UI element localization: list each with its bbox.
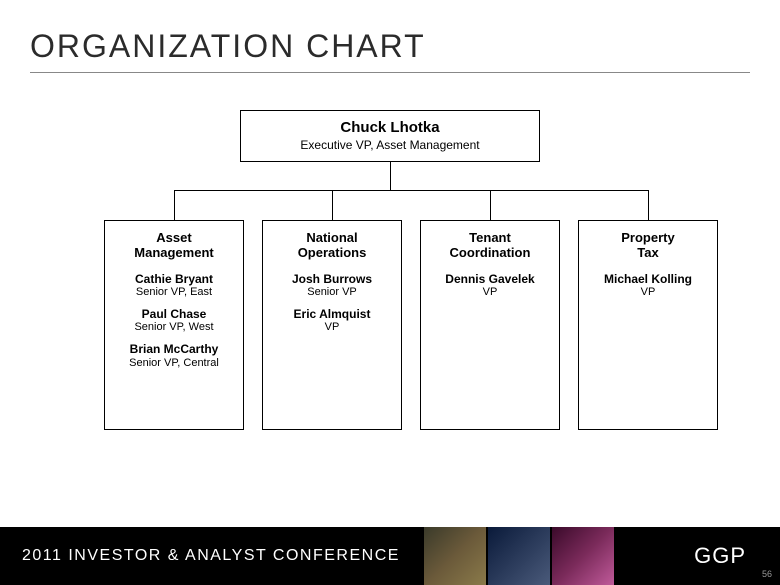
org-dept-box: PropertyTax Michael KollingVP	[578, 220, 718, 430]
org-root-title: Executive VP, Asset Management	[247, 138, 533, 152]
org-person-name: Josh Burrows	[269, 273, 395, 286]
org-person-name: Michael Kolling	[585, 273, 711, 286]
slide: ORGANIZATION CHART Chuck Lhotka Executiv…	[0, 0, 780, 585]
footer-image-strip	[424, 527, 614, 585]
connector	[390, 162, 391, 190]
connector	[648, 190, 649, 220]
org-person-role: VP	[427, 286, 553, 298]
org-dept-label: TenantCoordination	[427, 231, 553, 261]
org-person-name: Brian McCarthy	[111, 343, 237, 356]
org-person-role: VP	[269, 321, 395, 333]
org-person-role: Senior VP, East	[111, 286, 237, 298]
org-person-name: Dennis Gavelek	[427, 273, 553, 286]
org-person-role: Senior VP, Central	[111, 357, 237, 369]
org-dept-label: PropertyTax	[585, 231, 711, 261]
org-dept-label: NationalOperations	[269, 231, 395, 261]
footer-image	[488, 527, 550, 585]
page-title: ORGANIZATION CHART	[30, 28, 426, 65]
footer-bar: 2011 INVESTOR & ANALYST CONFERENCE GGP 5…	[0, 527, 780, 585]
connector	[332, 190, 333, 220]
org-person-name: Eric Almquist	[269, 308, 395, 321]
org-person-name: Cathie Bryant	[111, 273, 237, 286]
org-chart: Chuck Lhotka Executive VP, Asset Managem…	[0, 110, 780, 470]
org-dept-box: TenantCoordination Dennis GavelekVP	[420, 220, 560, 430]
org-person-role: Senior VP	[269, 286, 395, 298]
title-rule	[30, 72, 750, 73]
org-person-name: Paul Chase	[111, 308, 237, 321]
footer-image	[424, 527, 486, 585]
footer-logo: GGP	[694, 543, 780, 569]
org-person-role: Senior VP, West	[111, 321, 237, 333]
org-person-role: VP	[585, 286, 711, 298]
footer-text: 2011 INVESTOR & ANALYST CONFERENCE	[0, 547, 400, 565]
connector	[174, 190, 175, 220]
page-number: 56	[762, 569, 772, 579]
org-dept-box: NationalOperations Josh BurrowsSenior VP E…	[262, 220, 402, 430]
org-dept-box: AssetManagement Cathie BryantSenior VP, E…	[104, 220, 244, 430]
org-root-box: Chuck Lhotka Executive VP, Asset Managem…	[240, 110, 540, 162]
connector	[174, 190, 648, 191]
org-dept-label: AssetManagement	[111, 231, 237, 261]
connector	[490, 190, 491, 220]
footer-image	[552, 527, 614, 585]
org-root-name: Chuck Lhotka	[247, 119, 533, 136]
